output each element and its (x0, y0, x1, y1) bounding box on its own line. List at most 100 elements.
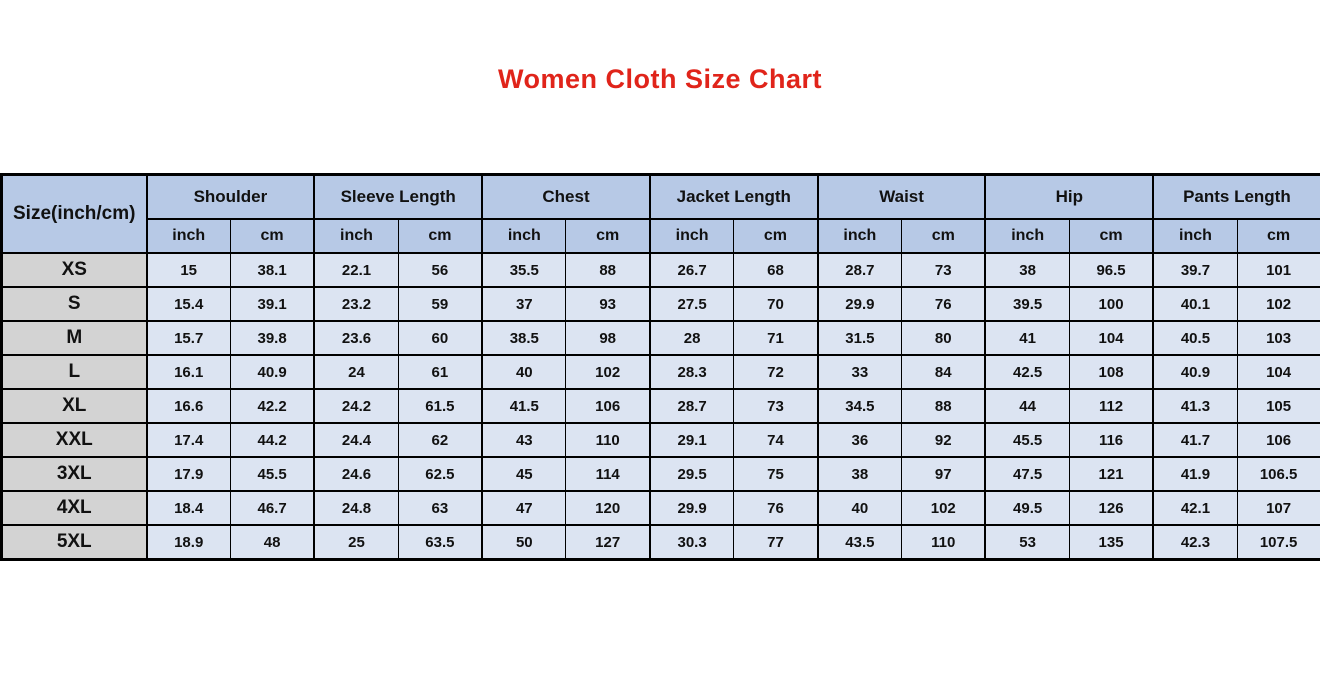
measurement-cell: 41 (984, 320, 1070, 355)
measurement-cell: 27.5 (648, 286, 734, 321)
measurement-cell: 42.5 (984, 354, 1070, 389)
measurement-cell: 46.7 (229, 490, 315, 525)
measurement-cell: 80 (901, 320, 986, 355)
measurement-cell: 106 (565, 388, 650, 423)
table-row-m: M 15.7 39.8 23.6 60 38.5 98 28 71 31.5 80 41 104 40.5… (0, 320, 1320, 355)
measurement-cell: 74 (733, 422, 818, 457)
measurement-cell: 97 (901, 456, 986, 491)
measurement-cell: 63 (397, 490, 483, 525)
measurement-cell: 24.6 (313, 456, 399, 491)
measurement-cell: 103 (1236, 320, 1320, 355)
unit-header-inch: inch (648, 218, 734, 253)
unit-header-inch: inch (816, 218, 902, 253)
measurement-cell: 34.5 (816, 388, 902, 423)
measurement-cell: 73 (733, 388, 818, 423)
measurement-cell: 92 (901, 422, 986, 457)
header-row-groups: Size(inch/cm) Shoulder Sleeve Length Chest J… (0, 173, 1320, 253)
measurement-cell: 17.4 (145, 422, 231, 457)
measurement-cell: 107.5 (1236, 524, 1320, 560)
measurement-cell: 48 (229, 524, 315, 560)
measurement-cell: 98 (565, 320, 650, 355)
measurement-cell: 84 (901, 354, 986, 389)
measurement-cell: 15 (145, 252, 231, 287)
measurement-cell: 28 (648, 320, 734, 355)
measurement-cell: 59 (397, 286, 483, 321)
measurement-cell: 38 (984, 252, 1070, 287)
measurement-cell: 41.5 (481, 388, 566, 423)
measurement-cell: 88 (901, 388, 986, 423)
measurement-cell: 40 (481, 354, 566, 389)
measurement-cell: 29.9 (648, 490, 734, 525)
measurement-cell: 40 (816, 490, 902, 525)
measurement-cell: 24.4 (313, 422, 399, 457)
measurement-cell: 105 (1236, 388, 1320, 423)
measurement-cell: 38.5 (481, 320, 566, 355)
measurement-cell: 23.2 (313, 286, 399, 321)
measurement-cell: 96.5 (1068, 252, 1154, 287)
measurement-cell: 112 (1068, 388, 1154, 423)
measurement-cell: 36 (816, 422, 902, 457)
measurement-cell: 42.1 (1152, 490, 1238, 525)
measurement-cell: 102 (901, 490, 986, 525)
measurement-cell: 29.9 (816, 286, 902, 321)
measurement-cell: 16.6 (145, 388, 231, 423)
measurement-cell: 120 (565, 490, 650, 525)
measurement-cell: 60 (397, 320, 483, 355)
measurement-cell: 102 (565, 354, 650, 389)
measurement-cell: 110 (901, 524, 986, 560)
measurement-cell: 127 (565, 524, 650, 560)
page-title: Women Cloth Size Chart (497, 64, 823, 94)
measurement-cell: 49.5 (984, 490, 1070, 525)
measurement-cell: 24.2 (313, 388, 399, 423)
column-group-header: Waist (816, 173, 986, 219)
table-row-xl: XL 16.6 42.2 24.2 61.5 41.5 106 28.7 73 34.5 88 44 1… (0, 388, 1320, 423)
unit-header-inch: inch (481, 218, 566, 253)
measurement-cell: 108 (1068, 354, 1154, 389)
unit-header-cm: cm (901, 218, 986, 253)
size-label: 4XL (0, 490, 147, 525)
column-group-header: Hip (984, 173, 1154, 219)
measurement-cell: 35.5 (481, 252, 566, 287)
table-row-3xl: 3XL 17.9 45.5 24.6 62.5 45 114 29.5 75 38 97 47.5 12… (0, 456, 1320, 491)
measurement-cell: 18.9 (145, 524, 231, 560)
measurement-cell: 40.9 (229, 354, 315, 389)
header-row-units: inch cm inch cm inch cm inch cm inch cm inch cm inch… (2, 218, 1320, 253)
measurement-cell: 47.5 (984, 456, 1070, 491)
measurement-cell: 45.5 (229, 456, 315, 491)
measurement-cell: 70 (733, 286, 818, 321)
measurement-cell: 100 (1068, 286, 1154, 321)
measurement-cell: 104 (1236, 354, 1320, 389)
measurement-cell: 29.5 (648, 456, 734, 491)
measurement-cell: 40.1 (1152, 286, 1238, 321)
measurement-cell: 25 (313, 524, 399, 560)
measurement-cell: 106 (1236, 422, 1320, 457)
measurement-cell: 30.3 (648, 524, 734, 560)
measurement-cell: 104 (1068, 320, 1154, 355)
measurement-cell: 28.7 (648, 388, 734, 423)
table-row-4xl: 4XL 18.4 46.7 24.8 63 47 120 29.9 76 40 102 49.5 126… (0, 490, 1320, 525)
measurement-cell: 15.4 (145, 286, 231, 321)
measurement-cell: 114 (565, 456, 650, 491)
measurement-cell: 77 (733, 524, 818, 560)
measurement-cell: 102 (1236, 286, 1320, 321)
measurement-cell: 31.5 (816, 320, 902, 355)
measurement-cell: 43 (481, 422, 566, 457)
column-group-header: Chest (481, 173, 650, 219)
table-header: Size(inch/cm) Shoulder Sleeve Length Chest J… (0, 173, 1320, 253)
column-group-header: Sleeve Length (313, 173, 483, 219)
measurement-cell: 121 (1068, 456, 1154, 491)
measurement-cell: 107 (1236, 490, 1320, 525)
measurement-cell: 42.3 (1152, 524, 1238, 560)
table-row-l: L 16.1 40.9 24 61 40 102 28.3 72 33 84 42.5 108 40.9 1… (0, 354, 1320, 389)
table-row-xs: XS 15 38.1 22.1 56 35.5 88 26.7 68 28.7 73 38 96.5 39… (0, 252, 1320, 287)
measurement-cell: 33 (816, 354, 902, 389)
size-label: XXL (0, 422, 147, 457)
measurement-cell: 110 (565, 422, 650, 457)
measurement-cell: 28.7 (816, 252, 902, 287)
unit-header-cm: cm (1236, 218, 1320, 253)
column-group-header: Pants Length (1152, 173, 1320, 219)
column-group-header: Jacket Length (648, 173, 818, 219)
size-label: L (0, 354, 147, 389)
size-label: M (0, 320, 147, 355)
size-label: S (0, 286, 147, 321)
